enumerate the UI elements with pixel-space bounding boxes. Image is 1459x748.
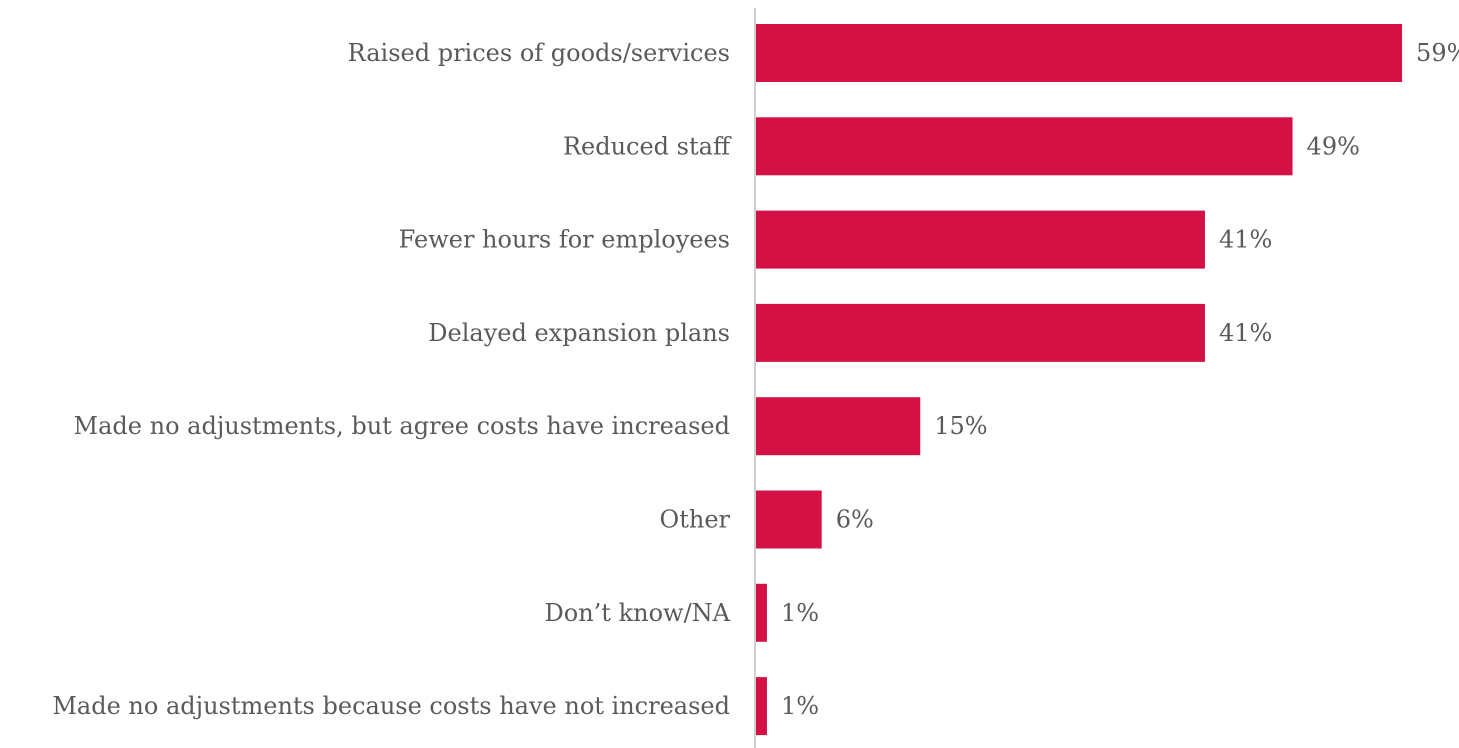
bar-5 bbox=[756, 397, 921, 456]
category-label-2: Reduced staff bbox=[563, 132, 732, 160]
category-label-4: Delayed expansion plans bbox=[428, 319, 730, 347]
value-label-1: 59% bbox=[1416, 39, 1459, 67]
value-labels-group: 59% 49% 41% 41% 15% 6% 1% 1% bbox=[781, 39, 1459, 720]
bar-1 bbox=[756, 24, 1403, 82]
category-labels-group: Raised prices of goods/services Reduced s… bbox=[52, 39, 732, 720]
value-label-7: 1% bbox=[781, 599, 819, 627]
bar-3 bbox=[756, 210, 1205, 269]
category-label-7: Don’t know/NA bbox=[545, 599, 731, 627]
category-label-5: Made no adjustments, but agree costs hav… bbox=[74, 412, 730, 440]
bar-8 bbox=[756, 677, 767, 736]
bar-2 bbox=[756, 117, 1293, 176]
bars-group bbox=[756, 24, 1403, 736]
value-label-3: 41% bbox=[1219, 226, 1272, 254]
category-label-1: Raised prices of goods/services bbox=[348, 39, 730, 67]
bar-6 bbox=[756, 490, 822, 549]
value-label-8: 1% bbox=[781, 692, 819, 720]
value-label-6: 6% bbox=[836, 506, 874, 534]
value-label-5: 15% bbox=[934, 412, 987, 440]
category-label-8: Made no adjustments because costs have n… bbox=[52, 692, 730, 720]
category-label-6: Other bbox=[660, 506, 731, 534]
bar-4 bbox=[756, 303, 1205, 362]
value-label-4: 41% bbox=[1219, 319, 1272, 347]
bar-7 bbox=[756, 583, 767, 642]
value-label-2: 49% bbox=[1307, 132, 1360, 160]
category-label-3: Fewer hours for employees bbox=[399, 226, 730, 254]
